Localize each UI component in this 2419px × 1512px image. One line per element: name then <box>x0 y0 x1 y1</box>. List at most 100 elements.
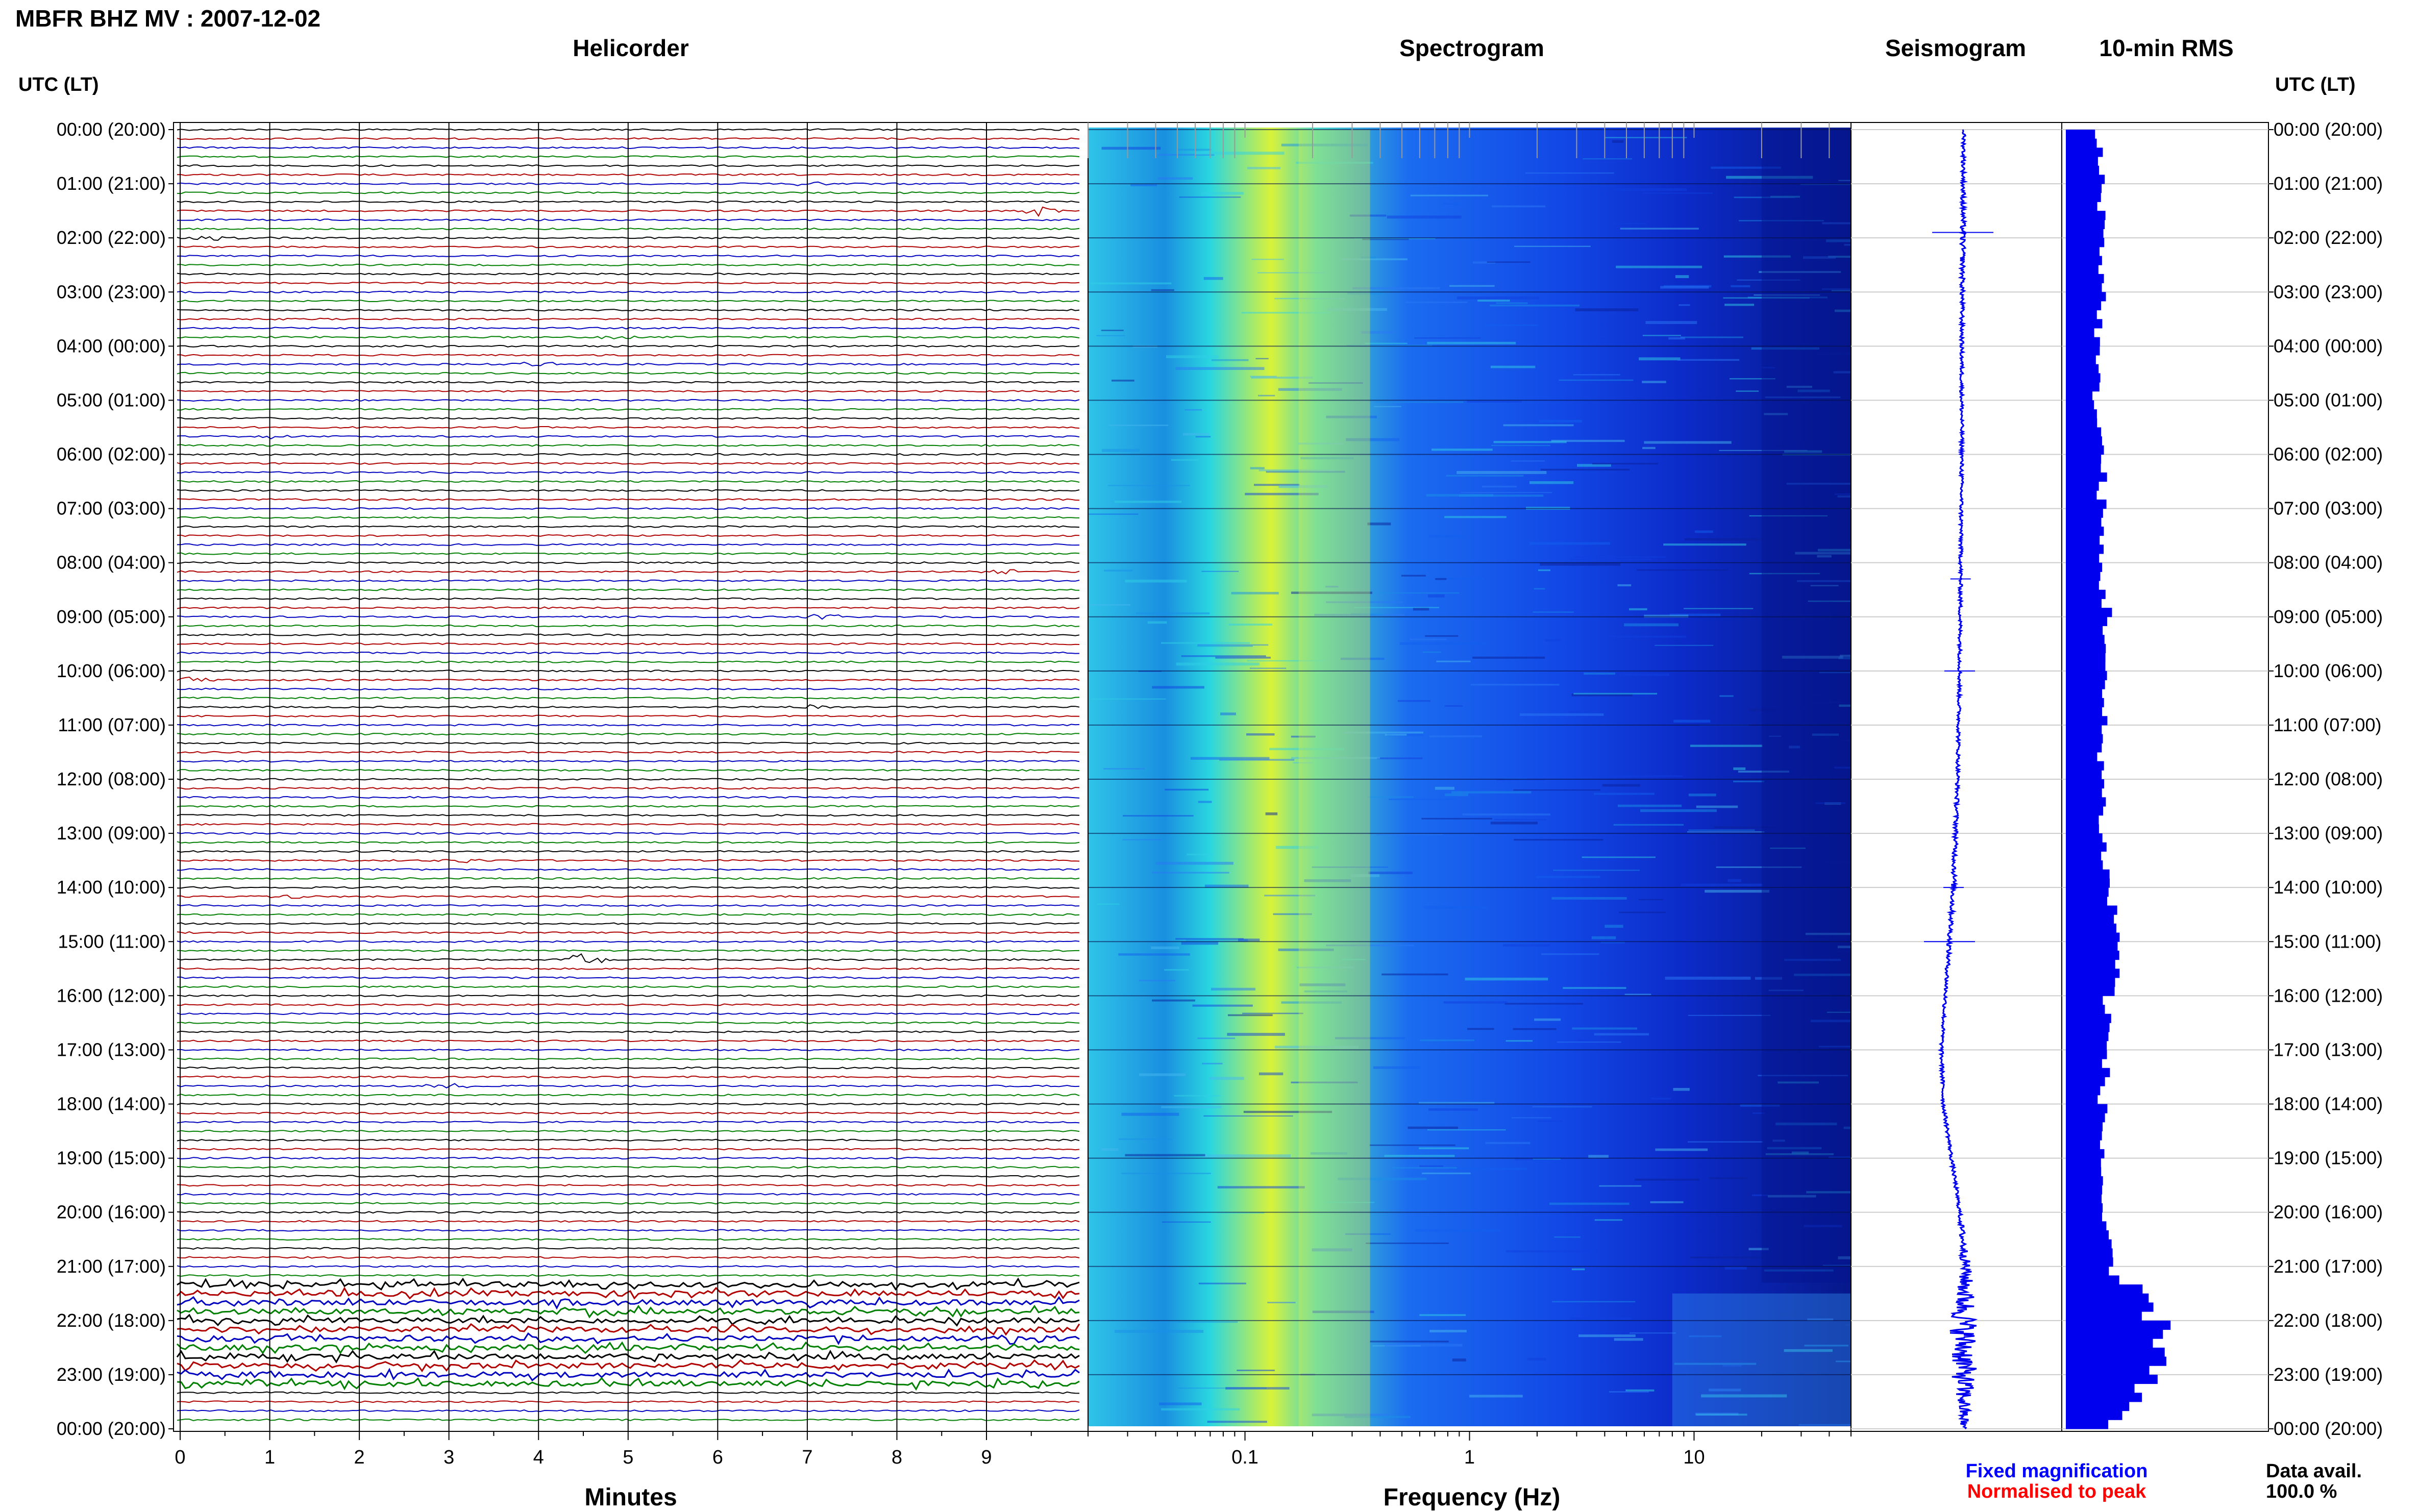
spectrogram-streak <box>1111 379 1134 382</box>
spectrogram-streak <box>1374 406 1402 407</box>
spectrogram-streak <box>1400 642 1487 645</box>
spectrogram-streak <box>1179 196 1241 198</box>
rms-bar <box>2066 1023 2110 1032</box>
spectrogram-streak <box>1637 569 1729 571</box>
spectrogram-streak <box>1377 757 1423 759</box>
time-label-left: 02:00 (22:00) <box>57 227 166 248</box>
rms-bar <box>2066 238 2105 247</box>
rms-bar <box>2066 1203 2103 1213</box>
spectrogram-streak <box>1178 1387 1267 1389</box>
rms-bar <box>2066 373 2101 383</box>
spectrogram-streak <box>1445 793 1468 797</box>
spectrogram-streak <box>1309 382 1363 384</box>
spectrogram-streak <box>1211 987 1255 991</box>
spectrogram-streak <box>1617 584 1632 586</box>
spectrogram-streak <box>1594 1219 1623 1221</box>
spectrogram-streak <box>1177 148 1212 151</box>
spectrogram-streak <box>1228 624 1273 626</box>
spectrogram-streak <box>1449 285 1495 287</box>
rms-bar <box>2066 779 2105 789</box>
spectrogram-streak <box>1457 471 1547 474</box>
spectrogram-streak <box>1410 194 1489 196</box>
rms-bar <box>2066 1095 2098 1104</box>
spectrogram-streak <box>1687 1141 1763 1143</box>
spectrogram-streak <box>1354 238 1436 239</box>
spectrogram-streak <box>1181 655 1266 657</box>
time-label-right: 00:00 (20:00) <box>2274 1418 2383 1439</box>
spectrogram-streak <box>1513 789 1601 791</box>
spectrogram-streak <box>1571 693 1633 697</box>
rms-bar <box>2066 986 2115 996</box>
rms-bar <box>2066 202 2097 211</box>
spectrogram-streak <box>1370 1341 1449 1343</box>
spectrogram-streak <box>1709 1177 1748 1179</box>
rms-bar <box>2066 246 2100 257</box>
spectrogram-streak <box>1251 377 1313 379</box>
spectrogram-streak <box>1462 813 1550 816</box>
spectrogram-streak <box>1147 621 1167 624</box>
rms-bar <box>2066 806 2104 816</box>
spectrogram-streak <box>1594 792 1655 795</box>
rms-bar <box>2066 662 2106 672</box>
spectrogram-streak <box>1731 285 1750 287</box>
spectrogram-streak <box>1549 1202 1630 1205</box>
spectrogram-streak <box>1540 468 1630 471</box>
spectrogram-streak <box>1162 1221 1211 1223</box>
spectrogram-streak <box>1505 1040 1533 1042</box>
rms-bar <box>2066 526 2104 536</box>
rms-bar <box>2066 752 2097 762</box>
spectrogram-streak <box>1502 944 1550 947</box>
spectrogram-streak <box>1605 635 1687 638</box>
spectrogram-streak <box>1642 447 1656 450</box>
seismogram-trace <box>1937 129 1978 1429</box>
spectrogram-streak <box>1605 925 1623 928</box>
spectrogram-streak <box>1157 177 1193 180</box>
spectrogram-streak <box>1617 804 1682 807</box>
spectrogram-streak <box>1367 796 1414 798</box>
spectrogram-streak <box>1435 786 1455 790</box>
spectrogram-streak <box>1689 1335 1722 1337</box>
spectrogram-streak <box>1494 819 1547 821</box>
rms-bar <box>2066 229 2104 238</box>
time-label-right: 09:00 (05:00) <box>2274 606 2383 627</box>
spectrogram-streak <box>1366 1243 1449 1244</box>
rms-bar <box>2066 977 2115 987</box>
spectrogram-streak <box>1121 1112 1179 1116</box>
spectrogram-streak <box>1122 839 1162 840</box>
spectrogram-streak <box>1344 731 1424 734</box>
rms-bar <box>2066 887 2109 897</box>
spectrogram-streak <box>1684 538 1762 541</box>
spectrogram-streak <box>1688 829 1755 831</box>
rms-bar <box>2066 616 2108 626</box>
spectrogram-streak <box>1748 1248 1769 1250</box>
spectrogram-streak <box>1104 569 1133 572</box>
rms-bar <box>2066 914 2114 924</box>
spectrogram-streak <box>1573 692 1658 695</box>
spectrogram-streak <box>1650 1201 1684 1203</box>
spectrogram-streak <box>1091 698 1166 700</box>
spectrogram-streak <box>1487 261 1531 263</box>
rms-bar <box>2066 1113 2105 1123</box>
spectrogram-streak <box>1278 948 1334 951</box>
spectrogram-streak <box>1101 1148 1119 1151</box>
rms-bar <box>2066 1013 2111 1023</box>
spectrogram-streak <box>1211 359 1249 361</box>
time-label-right: 05:00 (01:00) <box>2274 389 2383 410</box>
spectrogram-streak <box>1711 166 1782 169</box>
spectrogram-streak <box>1090 282 1172 285</box>
spectrogram-streak <box>1155 861 1233 865</box>
time-label-right: 14:00 (10:00) <box>2274 877 2383 898</box>
spectrogram-streak <box>1690 745 1763 747</box>
spectrogram-streak <box>1687 831 1765 833</box>
rms-bar <box>2066 626 2103 635</box>
rms-bar <box>2066 1366 2150 1375</box>
spectrogram-streak <box>1139 1073 1186 1076</box>
spectrogram-streak <box>1573 374 1620 376</box>
spectrogram-streak <box>1171 459 1199 461</box>
helicorder-panel <box>176 122 1080 1431</box>
spectrogram-streak <box>1677 359 1740 361</box>
time-label-right: 22:00 (18:00) <box>2274 1310 2383 1331</box>
rms-bar <box>2066 653 2106 662</box>
spectrogram-streak <box>1482 485 1517 488</box>
spectrogram-streak <box>1485 1142 1531 1144</box>
